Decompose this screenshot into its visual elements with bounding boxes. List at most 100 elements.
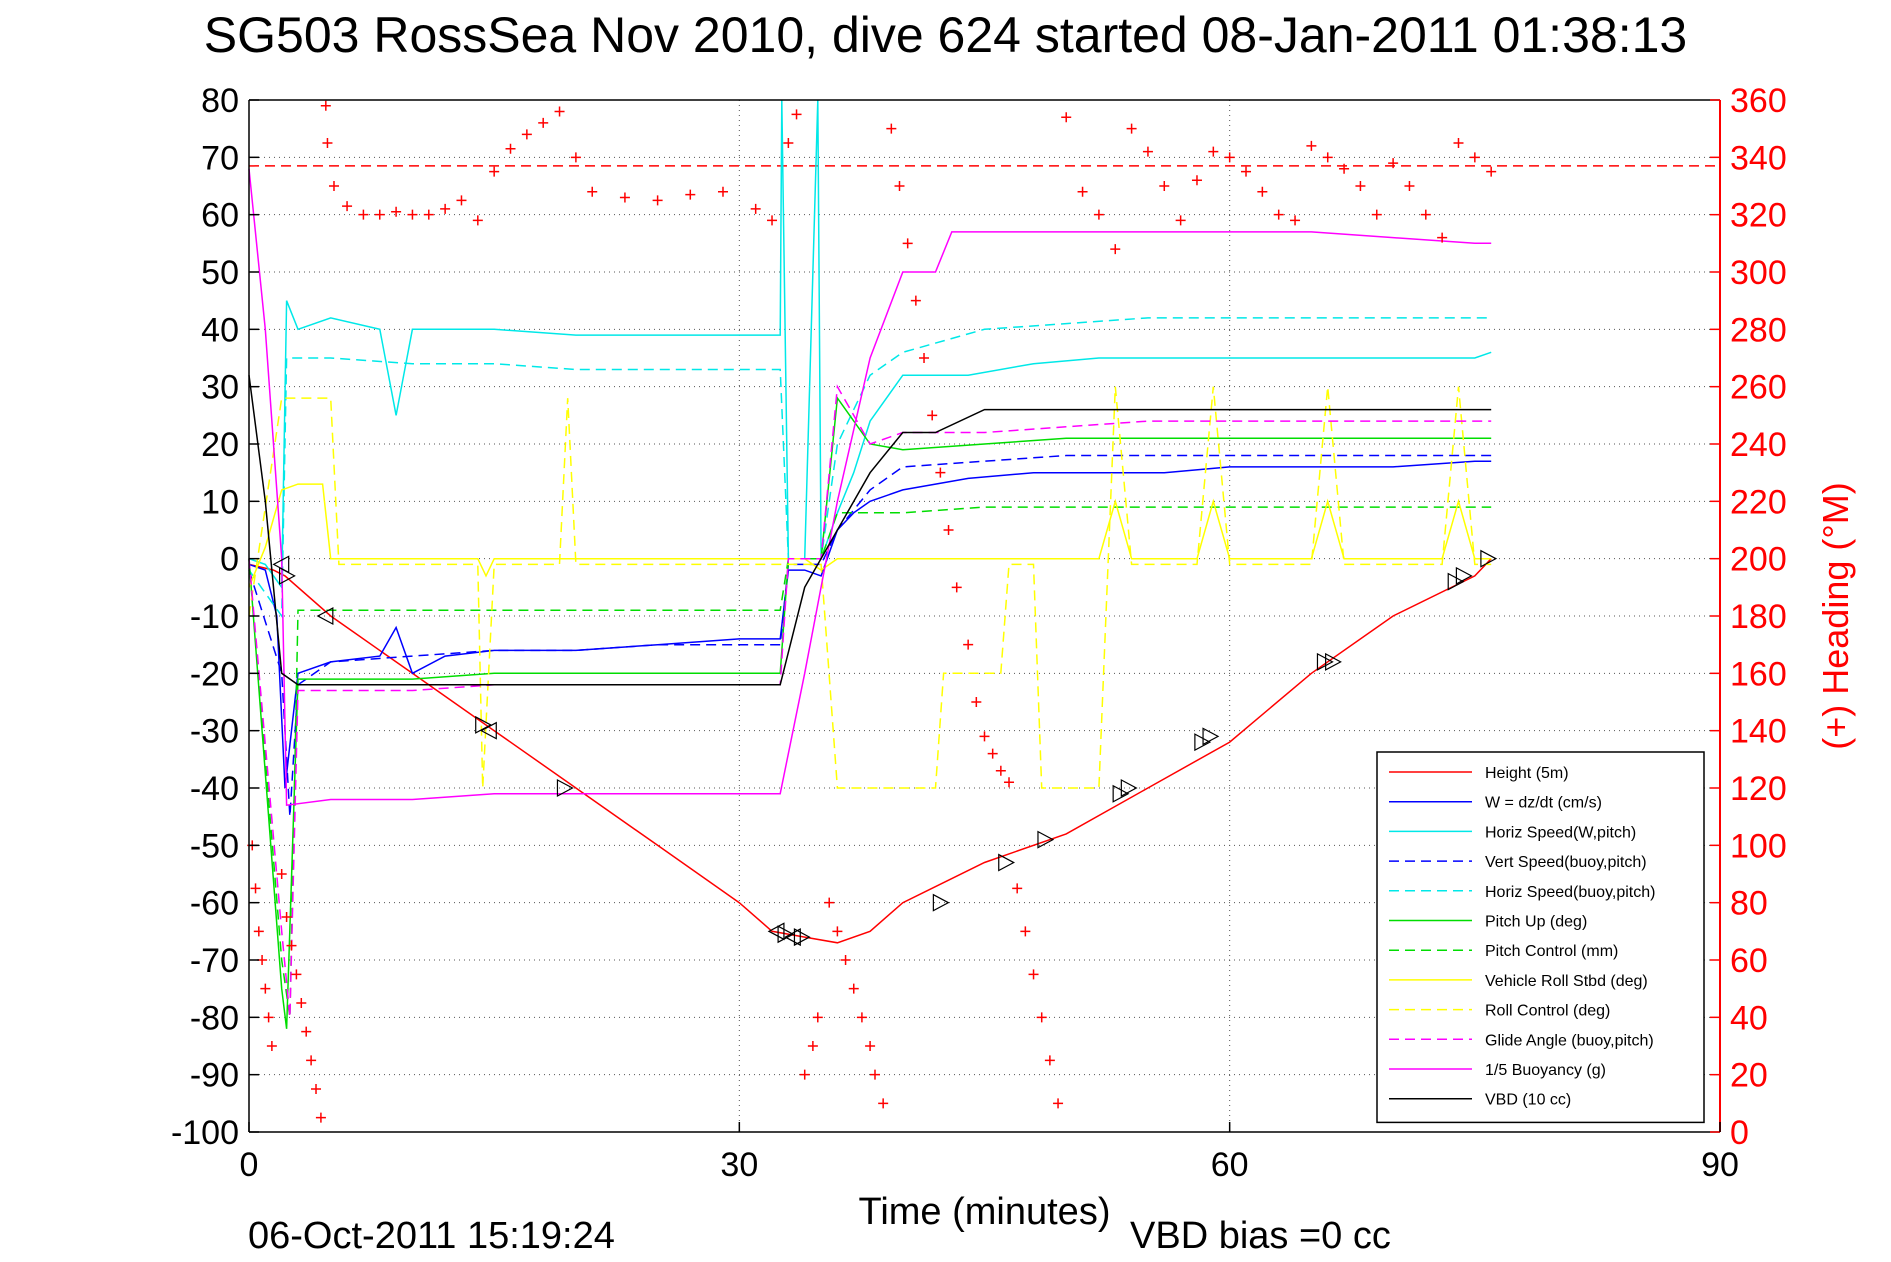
heading-point xyxy=(869,1069,880,1080)
heading-point xyxy=(1004,777,1015,788)
series-line-12 xyxy=(248,375,1492,686)
heading-point xyxy=(538,117,549,128)
series-line-11 xyxy=(248,168,1492,807)
legend-label: W = dz/dt (cm/s) xyxy=(1485,795,1602,812)
heading-point xyxy=(799,1069,810,1080)
x-tick-label: 30 xyxy=(720,1146,758,1184)
heading-point xyxy=(301,1026,312,1037)
heading-point xyxy=(1241,166,1252,177)
y2-tick-label: 20 xyxy=(1730,1057,1768,1095)
legend-label: Vert Speed(buoy,pitch) xyxy=(1485,854,1647,871)
y2-tick-label: 200 xyxy=(1730,541,1787,579)
heading-point xyxy=(1175,215,1186,226)
heading-point xyxy=(358,209,369,220)
heading-point xyxy=(315,1112,326,1123)
direction-marker xyxy=(1447,572,1465,591)
heading-point xyxy=(919,353,930,363)
direction-marker xyxy=(998,853,1016,872)
y-tick-label: -50 xyxy=(190,827,239,865)
heading-point xyxy=(979,731,990,742)
legend-label: Horiz Speed(buoy,pitch) xyxy=(1485,884,1655,901)
heading-point xyxy=(250,883,261,894)
heading-point xyxy=(1110,244,1121,255)
y-tick-label: -40 xyxy=(190,770,239,808)
direction-marker xyxy=(783,928,801,947)
direction-marker xyxy=(1194,733,1212,752)
heading-point xyxy=(554,106,565,117)
series-line-7 xyxy=(248,506,1492,1018)
y2-tick-label: 100 xyxy=(1730,827,1787,865)
series-line-2 xyxy=(248,460,1492,789)
y-tick-label: 30 xyxy=(201,369,239,407)
heading-point xyxy=(322,138,333,148)
y2-tick-label: 220 xyxy=(1730,483,1787,521)
axes-frame xyxy=(248,99,1721,1133)
heading-point xyxy=(886,123,897,134)
heading-point xyxy=(1339,163,1350,174)
heading-point xyxy=(1388,158,1399,169)
y-tick-label: 0 xyxy=(220,541,239,579)
heading-point xyxy=(456,195,467,206)
y-tick-label: -70 xyxy=(190,942,239,980)
y2-tick-label: 140 xyxy=(1730,713,1787,751)
heading-point xyxy=(440,203,451,214)
heading-point xyxy=(570,152,581,163)
heading-point xyxy=(856,1012,867,1023)
y-tick-label: 50 xyxy=(201,254,239,292)
series-line-6 xyxy=(248,396,1492,1029)
heading-point xyxy=(878,1098,889,1109)
legend-label: Horiz Speed(W,pitch) xyxy=(1485,824,1636,841)
heading-point xyxy=(840,955,851,965)
direction-marker xyxy=(475,715,493,734)
heading-point xyxy=(963,639,974,650)
heading-point xyxy=(1420,209,1431,220)
heading-point xyxy=(951,582,962,593)
y-tick-label: 40 xyxy=(201,311,239,349)
heading-point xyxy=(1142,146,1153,157)
heading-point xyxy=(750,203,761,214)
heading-points xyxy=(247,100,1497,1123)
heading-point xyxy=(296,998,307,1008)
x-tick-label: 60 xyxy=(1211,1146,1249,1184)
y2-tick-label: 320 xyxy=(1730,197,1787,235)
y-tick-label: -90 xyxy=(190,1057,239,1095)
heading-point xyxy=(1036,1012,1047,1023)
heading-point xyxy=(1486,166,1497,177)
direction-marker xyxy=(1120,779,1138,797)
heading-point xyxy=(311,1084,322,1094)
y-tick-label: -20 xyxy=(190,655,239,693)
plot-timestamp: 06-Oct-2011 15:19:24 xyxy=(248,1215,615,1257)
heading-point xyxy=(374,209,385,220)
heading-point xyxy=(652,195,663,206)
direction-marker xyxy=(278,566,296,585)
y-tick-label: -100 xyxy=(171,1114,239,1152)
direction-marker xyxy=(1202,727,1220,746)
y-tick-label: 80 xyxy=(201,82,239,120)
heading-point xyxy=(910,295,921,306)
heading-point xyxy=(291,969,302,980)
y2-tick-label: 80 xyxy=(1730,885,1768,923)
heading-point xyxy=(1191,175,1202,186)
direction-marker xyxy=(316,607,334,625)
direction-marker xyxy=(1037,830,1055,849)
legend-label: Roll Control (deg) xyxy=(1485,1003,1610,1020)
heading-point xyxy=(767,215,778,226)
y2-tick-label: 240 xyxy=(1730,426,1787,464)
heading-point xyxy=(263,1012,274,1023)
direction-marker xyxy=(793,928,811,947)
y2-tick-label: 60 xyxy=(1730,942,1768,980)
heading-point xyxy=(1404,181,1415,191)
heading-point xyxy=(807,1041,818,1051)
heading-point xyxy=(260,983,271,994)
y-tick-label: 60 xyxy=(201,197,239,235)
legend-label: Vehicle Roll Stbd (deg) xyxy=(1485,973,1648,990)
legend-label: Pitch Up (deg) xyxy=(1485,914,1587,931)
y-tick-label: -80 xyxy=(190,999,239,1037)
heading-point xyxy=(423,209,434,220)
direction-marker xyxy=(1316,652,1334,671)
heading-point xyxy=(848,983,859,994)
heading-point xyxy=(1224,152,1235,163)
series-line-9 xyxy=(248,386,1492,789)
heading-point xyxy=(328,181,339,191)
y2-tick-label: 0 xyxy=(1730,1114,1749,1152)
